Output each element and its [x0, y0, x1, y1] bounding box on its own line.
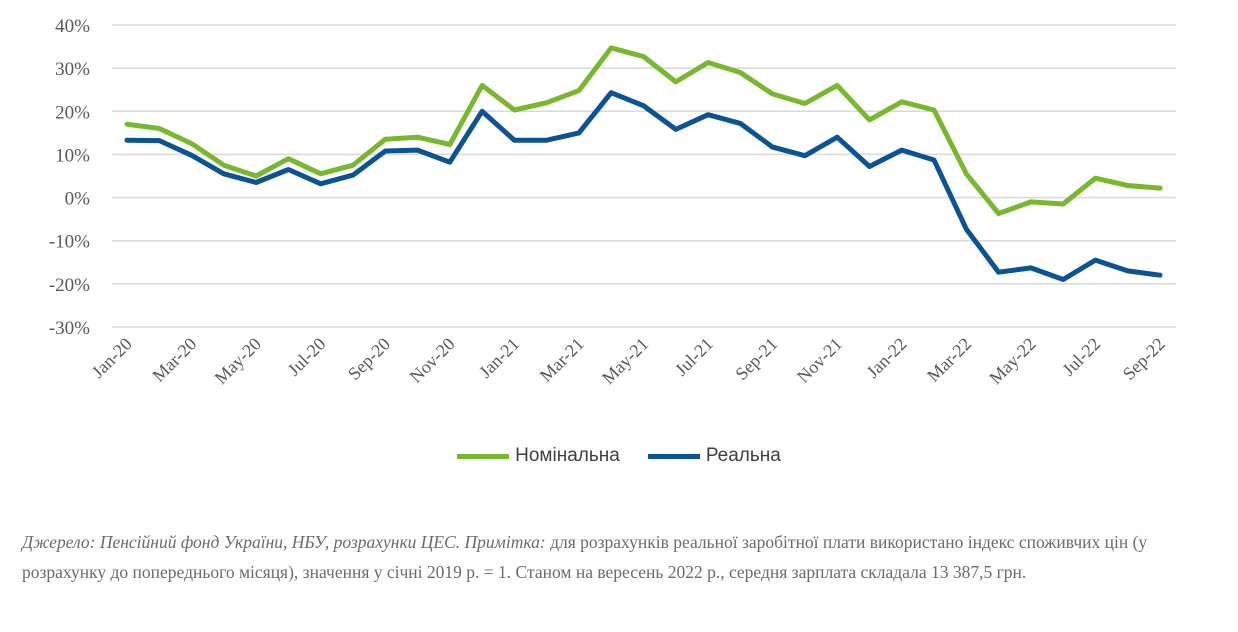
- x-tick-label: Jul-21: [671, 334, 717, 380]
- y-tick-label: 0%: [65, 189, 91, 210]
- source-note-text: для розрахунків реальної заробітної плат…: [22, 532, 1148, 582]
- legend-label-nominal: Номінальна: [515, 445, 620, 466]
- source-note: Джерело: Пенсійний фонд України, НБУ, ро…: [22, 527, 1222, 587]
- x-tick-label: Sep-20: [344, 334, 394, 384]
- x-tick-label: Sep-21: [731, 334, 781, 384]
- x-tick-label: Nov-20: [406, 334, 459, 387]
- y-tick-label: -10%: [49, 232, 90, 253]
- x-tick-label: Jul-22: [1058, 334, 1104, 380]
- source-note-italic: Джерело: Пенсійний фонд України, НБУ, ро…: [22, 532, 546, 552]
- x-tick-label: Mar-21: [536, 334, 588, 386]
- legend-swatch-real: [647, 453, 700, 459]
- x-tick-label: May-20: [211, 334, 265, 388]
- x-tick-label: Jan-22: [862, 334, 910, 382]
- y-tick-label: 30%: [55, 59, 90, 80]
- y-tick-label: -30%: [49, 318, 90, 339]
- x-tick-label: Jan-21: [475, 334, 523, 382]
- series-line-real: [124, 90, 1163, 282]
- legend-item-real: Реальна: [647, 445, 781, 467]
- x-tick-label: May-22: [985, 334, 1039, 388]
- series-line-nominal: [124, 45, 1163, 216]
- x-tick-label: Sep-22: [1119, 334, 1169, 384]
- x-tick-label: May-21: [598, 334, 652, 388]
- line-chart: 40%30%20%10%0%-10%-20%-30%Jan-20 Mar-20 Ma…: [49, 16, 1176, 388]
- x-tick-label: Mar-20: [148, 334, 200, 386]
- y-tick-label: 20%: [55, 102, 90, 123]
- x-tick-label: Jul-20: [284, 334, 330, 380]
- legend-swatch-nominal: [457, 453, 510, 459]
- x-tick-label: Mar-22: [923, 334, 975, 386]
- y-tick-label: 10%: [55, 145, 90, 166]
- x-tick-label: Jan-20: [88, 334, 136, 382]
- legend-item-nominal: Номінальна: [457, 445, 620, 467]
- legend: Номінальна Реальна: [0, 445, 1238, 467]
- legend-label-real: Реальна: [705, 445, 781, 466]
- y-tick-label: 40%: [55, 16, 90, 37]
- y-tick-label: -20%: [49, 275, 90, 296]
- x-tick-label: Nov-21: [793, 334, 846, 387]
